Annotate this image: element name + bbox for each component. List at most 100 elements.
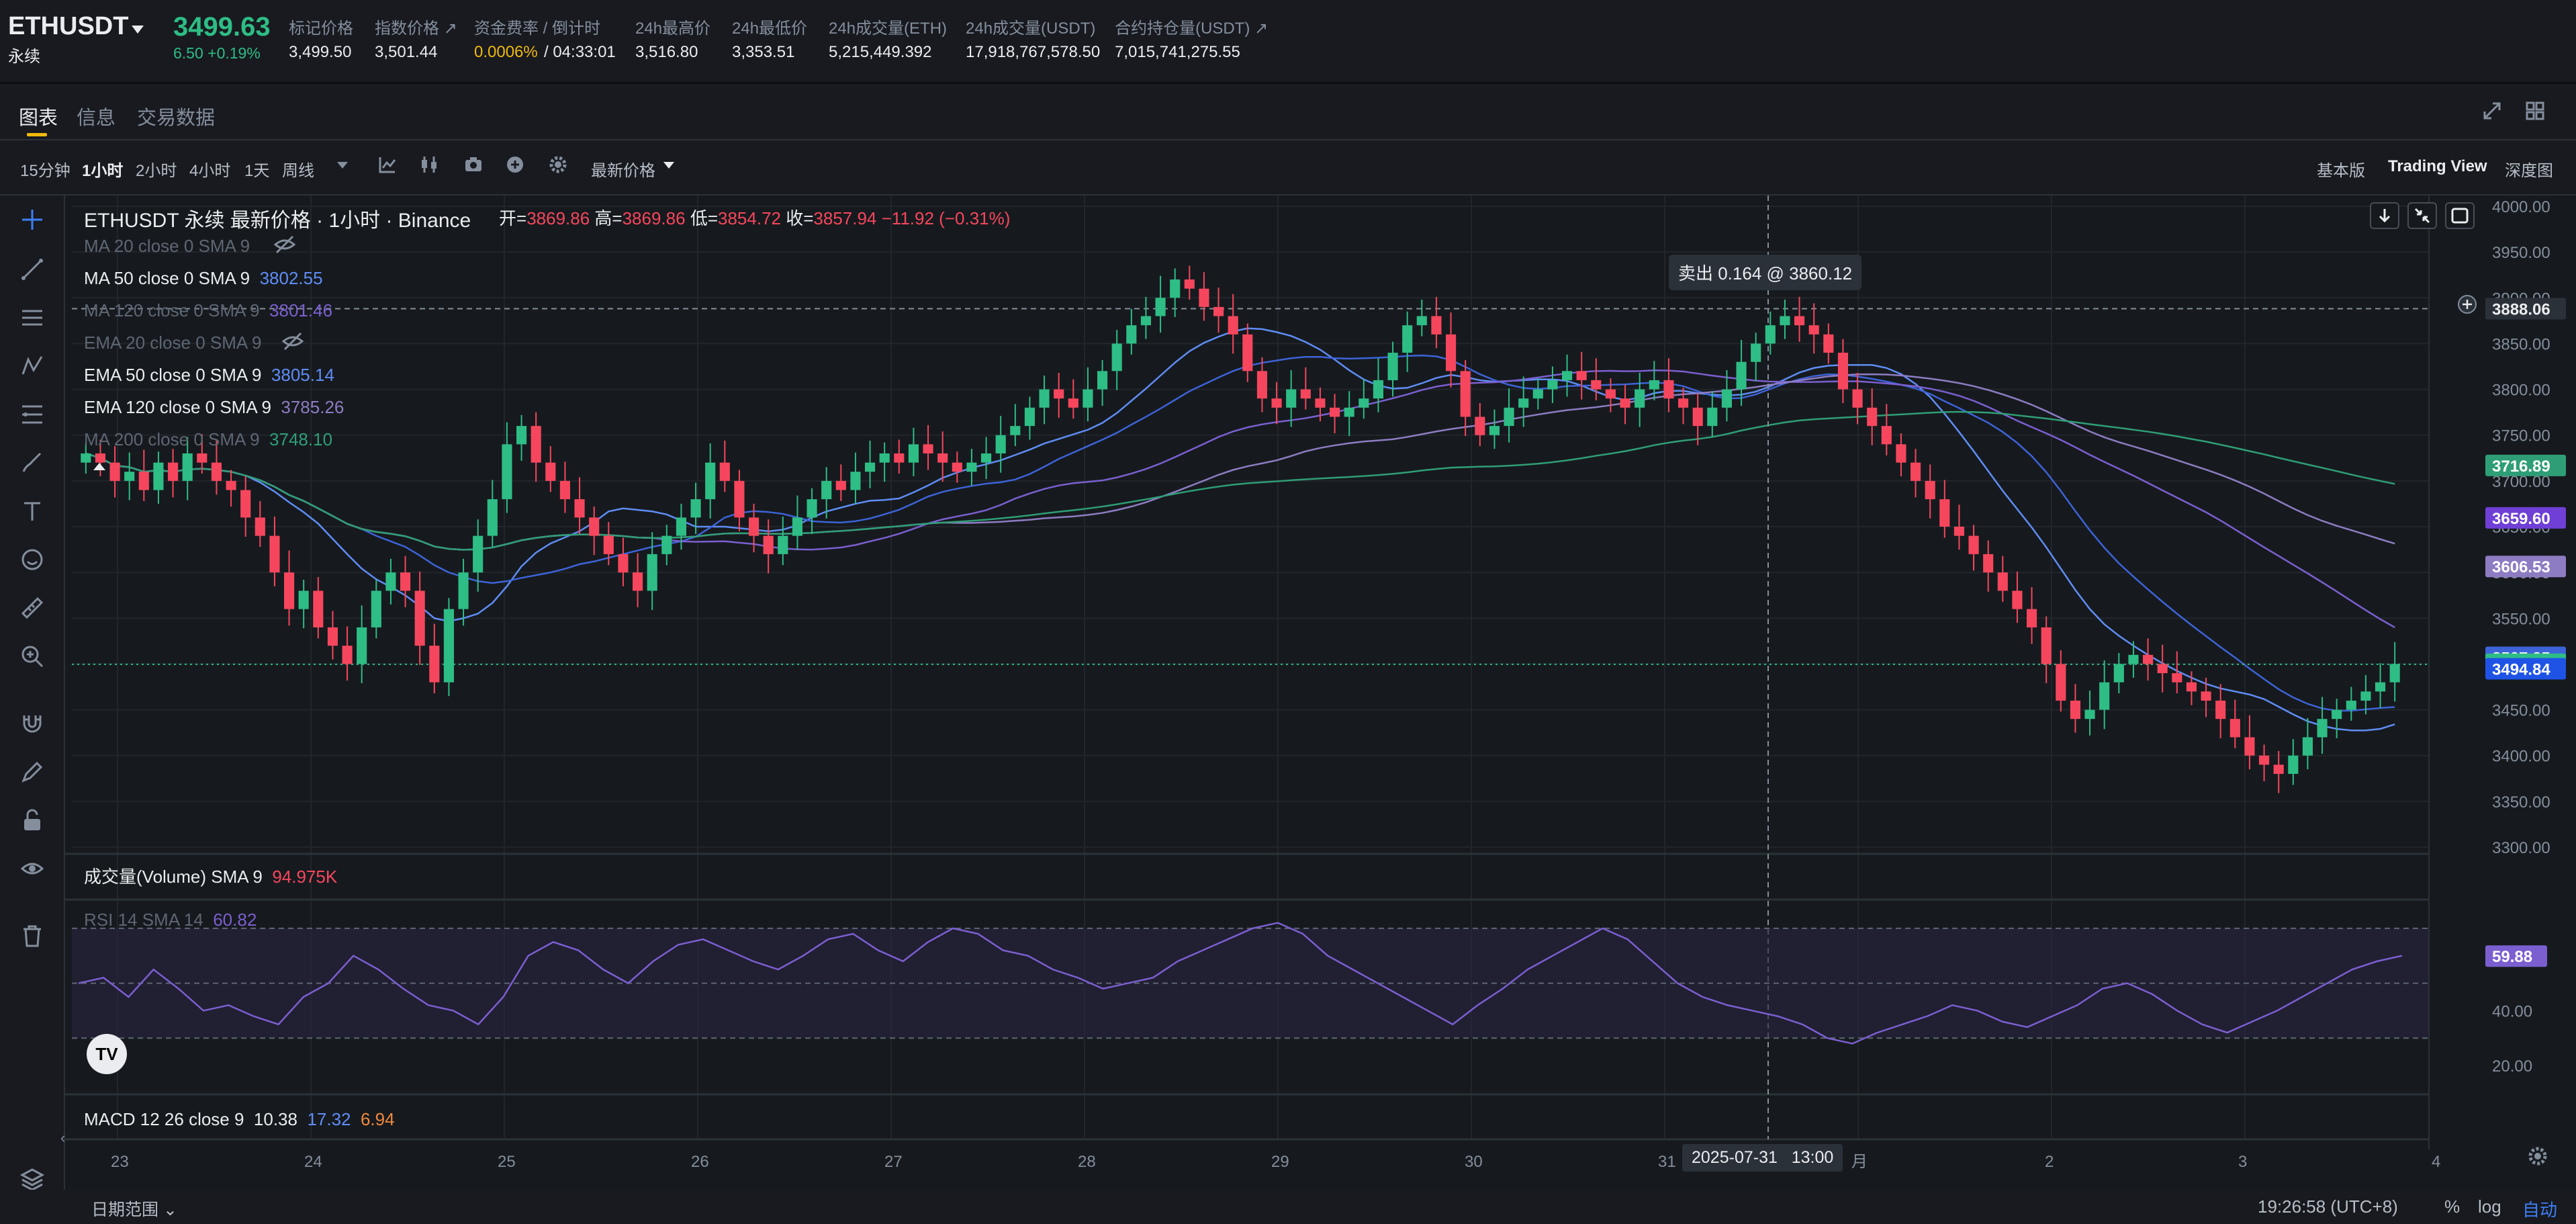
- legend-ema50-value: 3805.14: [271, 365, 334, 385]
- legend-ma200[interactable]: MA 200 close 0 SMA 9 3748.10: [84, 429, 332, 450]
- legend-volume[interactable]: 成交量(Volume) SMA 9 94.975K: [84, 863, 337, 888]
- legend-ema50[interactable]: EMA 50 close 0 SMA 9 3805.14: [84, 365, 334, 386]
- legend-volume-label: 成交量(Volume) SMA 9: [84, 867, 263, 887]
- candle-body: [1518, 398, 1529, 408]
- auto-toggle[interactable]: 自动: [2522, 1200, 2558, 1220]
- candle-body: [1765, 325, 1776, 344]
- date-label: 27: [884, 1153, 903, 1171]
- candle-body: [1184, 279, 1195, 289]
- candle-body: [1881, 426, 1892, 445]
- candle-body: [473, 535, 484, 573]
- percent-toggle[interactable]: %: [2444, 1196, 2460, 1217]
- candle-body: [2258, 755, 2270, 765]
- brush-icon[interactable]: [20, 451, 44, 475]
- candle-body: [1054, 389, 1064, 399]
- chart-toolbar: [0, 140, 2576, 195]
- ohlc-high: 3869.86: [622, 208, 686, 228]
- indicator-icon[interactable]: [377, 155, 398, 175]
- chart-area[interactable]: 4000.003950.003900.003850.003800.003750.…: [65, 195, 2576, 1190]
- timeframe-1h[interactable]: 1小时: [82, 162, 124, 180]
- drawing-mode-icon[interactable]: [20, 760, 44, 784]
- horizontal-lines-icon[interactable]: [20, 306, 44, 330]
- legend-rsi[interactable]: RSI 14 SMA 14 60.82: [84, 910, 257, 930]
- date-range-button[interactable]: 日期范围 ⌄: [91, 1200, 177, 1219]
- tradingview-logo[interactable]: TV: [87, 1034, 127, 1074]
- date-label: 30: [1465, 1153, 1483, 1171]
- ma-line: [85, 410, 2395, 551]
- date-label: 29: [1271, 1153, 1289, 1171]
- candles: [81, 265, 2400, 793]
- timeframe-2h[interactable]: 2小时: [136, 162, 177, 180]
- version-tradingview[interactable]: Trading View: [2388, 157, 2487, 175]
- trend-line-icon[interactable]: [20, 257, 44, 281]
- legend-macd[interactable]: MACD 12 26 close 9 10.38 17.32 6.94: [84, 1109, 395, 1130]
- legend-ma120[interactable]: MA 120 close 0 SMA 9 3801.46: [84, 300, 332, 321]
- candle-type-icon[interactable]: [419, 155, 439, 175]
- legend-ma120-value: 3801.46: [269, 300, 333, 320]
- ticker-header: ETHUSDT 永续 3499.63 6.50 +0.19% 标记价格 3,49…: [0, 0, 2576, 84]
- add-alert-icon[interactable]: [2456, 293, 2479, 316]
- ruler-icon[interactable]: [20, 596, 44, 620]
- candle-body: [400, 572, 411, 591]
- emoji-icon[interactable]: [20, 548, 44, 572]
- candle-body: [197, 453, 208, 463]
- rsi-tag-bg: [2485, 945, 2547, 967]
- trash-icon[interactable]: [20, 924, 44, 948]
- settings-icon[interactable]: [2526, 1144, 2550, 1168]
- stat-label-open-interest[interactable]: 合约持仓量(USDT) ↗: [1115, 19, 1269, 38]
- text-icon[interactable]: [20, 499, 44, 523]
- add-icon[interactable]: [505, 155, 525, 175]
- price-scale-bg: [2429, 195, 2576, 1190]
- timeframe-dropdown-icon[interactable]: [337, 162, 348, 169]
- camera-icon[interactable]: [463, 155, 484, 175]
- legend-ema20[interactable]: EMA 20 close 0 SMA 9: [84, 333, 262, 353]
- candlestick-chart[interactable]: 4000.003950.003900.003850.003800.003750.…: [65, 195, 2576, 1190]
- tab-trading-data[interactable]: 交易数据: [137, 107, 216, 129]
- price-type-dropdown-icon[interactable]: [663, 162, 674, 169]
- lock-icon[interactable]: [20, 808, 44, 832]
- timeframe-15m[interactable]: 15分钟: [20, 162, 71, 180]
- legend-ma20[interactable]: MA 20 close 0 SMA 9: [84, 236, 250, 256]
- price-tag: 3606.53: [2492, 558, 2550, 576]
- magnet-icon[interactable]: [20, 711, 44, 736]
- candle-body: [1547, 380, 1558, 390]
- eye-off-icon[interactable]: [273, 234, 296, 255]
- left-arrow-icon[interactable]: ‹: [60, 1129, 66, 1146]
- chevron-down-icon[interactable]: [132, 26, 144, 34]
- stat-label-index[interactable]: 指数价格 ↗: [375, 19, 457, 38]
- legend-macd-v3: 6.94: [360, 1109, 395, 1129]
- candle-body: [1591, 380, 1602, 390]
- timeframe-1d[interactable]: 1天: [244, 162, 270, 180]
- version-depth[interactable]: 深度图: [2505, 162, 2553, 180]
- log-toggle[interactable]: log: [2478, 1196, 2501, 1217]
- tab-info[interactable]: 信息: [77, 107, 116, 129]
- symbol-title[interactable]: ETHUSDT: [8, 12, 129, 40]
- timeframe-4h[interactable]: 4小时: [189, 162, 231, 180]
- layers-icon[interactable]: [20, 1167, 44, 1191]
- eye-icon[interactable]: [20, 857, 44, 881]
- candle-body: [1649, 380, 1659, 390]
- maximize-pane-icon[interactable]: [2445, 202, 2475, 229]
- eye-off-icon[interactable]: [281, 331, 304, 351]
- pattern-icon[interactable]: [20, 354, 44, 378]
- version-basic[interactable]: 基本版: [2317, 162, 2365, 180]
- price-type-select[interactable]: 最新价格: [591, 162, 655, 180]
- crosshair-icon[interactable]: [20, 208, 44, 232]
- candle-body: [574, 499, 585, 518]
- legend-ema120[interactable]: EMA 120 close 0 SMA 9 3785.26: [84, 397, 344, 418]
- legend-ma50[interactable]: MA 50 close 0 SMA 9 3802.55: [84, 268, 323, 289]
- collapse-icon[interactable]: [2407, 202, 2437, 229]
- stat-value-vol-eth: 5,215,449.392: [829, 43, 932, 61]
- gear-icon[interactable]: [548, 155, 568, 175]
- fib-icon[interactable]: [20, 402, 44, 427]
- expand-icon[interactable]: [2482, 101, 2502, 121]
- grid-layout-icon[interactable]: [2525, 101, 2545, 121]
- scroll-down-icon[interactable]: [2370, 202, 2399, 229]
- zoom-in-icon[interactable]: [20, 644, 44, 668]
- candle-body: [618, 554, 629, 573]
- timeframe-1w[interactable]: 周线: [282, 162, 314, 180]
- candle-body: [1968, 535, 1979, 554]
- tab-chart[interactable]: 图表: [19, 107, 58, 129]
- collapse-legend-icon[interactable]: [93, 463, 105, 470]
- candle-body: [211, 462, 222, 481]
